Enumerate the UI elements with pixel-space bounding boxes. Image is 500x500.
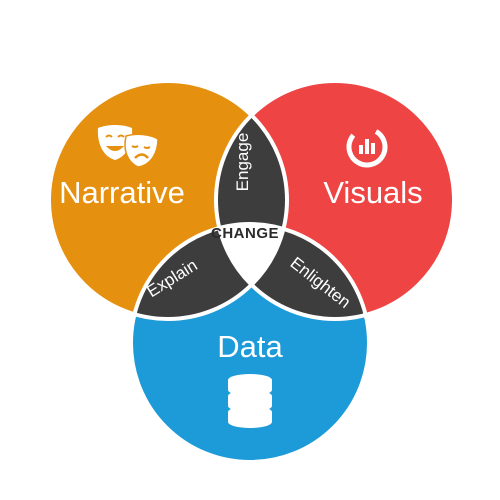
data-label: Data [217,329,283,364]
change-label: CHANGE [211,225,279,242]
bar-chart-icon [346,126,388,168]
overlap-visuals-data [216,224,369,319]
theater-masks-icon [97,125,159,168]
database-icon [228,374,272,428]
narrative-label: Narrative [59,175,185,210]
visuals-label: Visuals [323,175,422,210]
circle-outlines [47,79,456,464]
engage-label: Engage [233,133,252,192]
overlap-narrative-data [131,224,287,319]
